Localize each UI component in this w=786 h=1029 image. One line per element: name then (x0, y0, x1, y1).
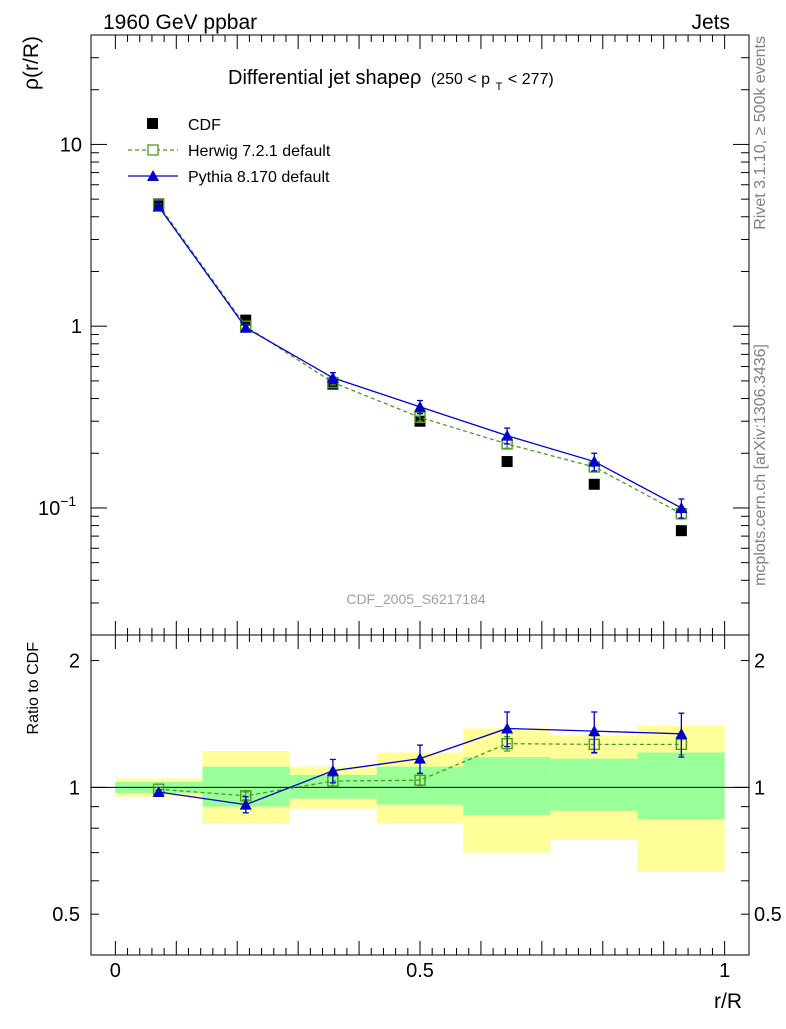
rivet-version-label: Rivet 3.1.10, ≥ 500k events (752, 36, 769, 230)
main-y-tick-label: 10 (60, 134, 82, 156)
main-chart-title-main: Differential jet shapeρ (228, 67, 421, 89)
axis-tick-labels: 10 1 10−1 2 2 1 1 0.5 0.5 0 0.5 1 (38, 134, 782, 982)
header-category-label: Jets (691, 11, 730, 34)
pythia-main-point (501, 429, 514, 441)
legend-pythia-marker (147, 170, 159, 181)
x-tick-label: 1 (719, 960, 730, 982)
pythia-ratio-point (501, 722, 514, 734)
legend-cdf-marker (147, 118, 158, 129)
axis-ticks (91, 34, 749, 956)
pythia-ratio-point (675, 727, 688, 739)
analysis-id-label: CDF_2005_S6217184 (346, 591, 486, 607)
ratio-y-tick-label-right: 0.5 (754, 904, 782, 926)
pythia-main-point (152, 200, 165, 212)
main-chart-title: Differential jet shapeρ (250 < p T < 277… (228, 67, 554, 95)
main-chart-title-range: (250 < p (431, 71, 490, 88)
pythia-ratio-point (588, 725, 601, 737)
mcplots-url-label: mcplots.cern.ch [arXiv:1306.3436] (752, 344, 769, 586)
main-y-axis-label: ρ(r/R) (20, 36, 43, 90)
ratio-band-green (463, 757, 551, 815)
ratio-band-green (550, 758, 638, 811)
ratio-uncertainty-bands (115, 725, 725, 872)
main-chart-title-sub: T (496, 81, 503, 93)
legend-herwig-marker (147, 144, 159, 156)
ratio-series-group (152, 711, 688, 814)
legend: CDF Herwig 7.2.1 default Pythia 8.170 de… (128, 117, 331, 186)
x-tick-label: 0 (110, 960, 121, 982)
ratio-y-tick-label-left: 2 (69, 651, 80, 673)
ratio-y-tick-label-right: 2 (754, 651, 765, 673)
ratio-y-axis-label: Ratio to CDF (25, 642, 42, 735)
cdf-data-point (240, 314, 252, 326)
pythia-main-point (675, 501, 688, 513)
pythia-main-point (588, 455, 601, 467)
legend-cdf-label: CDF (188, 117, 221, 134)
ratio-y-tick-label-left: 0.5 (52, 904, 80, 926)
herwig-ratio-point (414, 774, 426, 786)
main-chart-title-range-end: < 277) (508, 71, 554, 88)
pythia-main-point (326, 371, 339, 383)
main-y-tick-label: 10−1 (38, 493, 76, 520)
cdf-data-point (501, 456, 513, 468)
pythia-ratio-point (326, 764, 339, 776)
pythia-main-line (158, 206, 682, 509)
x-tick-label: 0.5 (406, 960, 434, 982)
cdf-data-point (588, 478, 600, 490)
ratio-band-green (637, 752, 725, 820)
pythia-ratio-point (239, 798, 252, 810)
cdf-data-point (675, 525, 687, 537)
header-energy-label: 1960 GeV ppbar (103, 11, 257, 34)
ratio-y-tick-label-left: 1 (69, 777, 80, 799)
x-axis-label: r/R (714, 990, 742, 1013)
main-y-tick-label: 1 (71, 316, 82, 338)
main-series-group (152, 198, 688, 537)
legend-pythia-label: Pythia 8.170 default (188, 169, 330, 186)
pythia-ratio-point (414, 752, 426, 764)
pythia-main-point (414, 400, 426, 412)
ratio-y-tick-label-right: 1 (754, 777, 765, 799)
legend-herwig-label: Herwig 7.2.1 default (188, 143, 331, 160)
pythia-main-point (239, 321, 252, 333)
herwig-main-line (158, 204, 682, 515)
pythia-ratio-point (152, 786, 165, 798)
